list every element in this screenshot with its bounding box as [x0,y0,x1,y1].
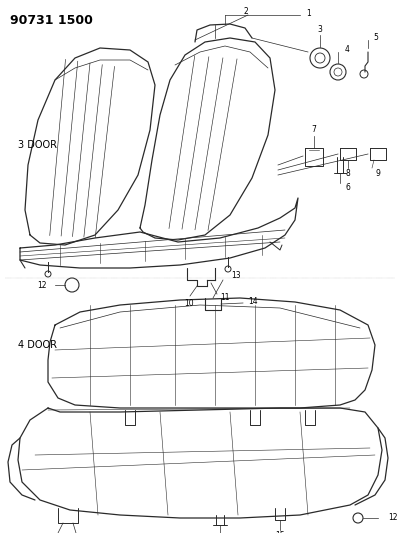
Text: 8: 8 [346,169,350,179]
Text: 4 DOOR: 4 DOOR [18,340,57,350]
Text: 5: 5 [373,34,378,43]
Text: 15: 15 [275,531,285,533]
Text: 11: 11 [220,294,230,303]
Text: 2: 2 [243,7,248,17]
Text: 6: 6 [345,182,350,191]
Text: 3 DOOR: 3 DOOR [18,140,57,150]
Text: 12: 12 [388,513,398,522]
Text: 9: 9 [376,169,380,179]
Text: 10: 10 [184,298,194,308]
Text: 7: 7 [312,125,316,134]
Text: 12: 12 [37,280,47,289]
Text: 4: 4 [345,45,350,54]
Text: 1: 1 [306,10,311,19]
Text: 14: 14 [248,297,258,306]
Text: 90731 1500: 90731 1500 [10,14,93,27]
Text: 3: 3 [318,26,322,35]
Text: 13: 13 [231,271,241,280]
